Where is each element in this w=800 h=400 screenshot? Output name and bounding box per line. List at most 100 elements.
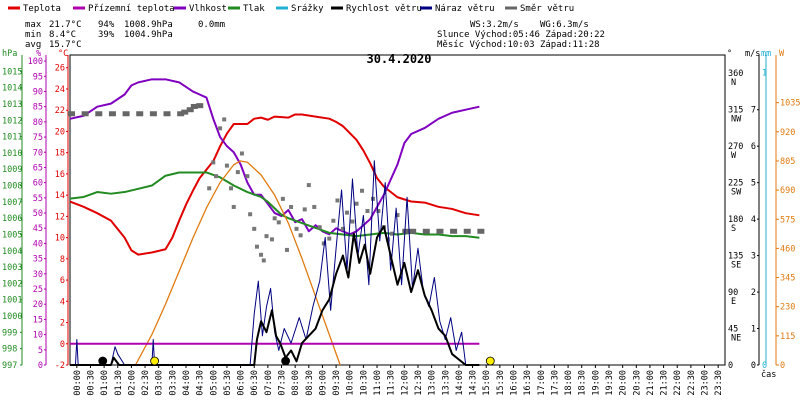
direction-compass-label: SW	[731, 188, 742, 198]
direction-point	[340, 226, 345, 231]
humidity-tick-label: 95	[33, 72, 43, 82]
x-tick-label: 07:30	[278, 370, 288, 396]
temp-tick-label: 10	[55, 234, 65, 244]
direction-segment	[409, 228, 417, 234]
sun-moon-marker	[150, 356, 160, 366]
radiation-tick-label: 1035	[780, 99, 800, 109]
radiation-tick-label: 115	[780, 332, 795, 342]
hPa-tick-label: 1007	[2, 198, 22, 208]
direction-point	[239, 151, 244, 156]
hPa-tick-label: 1001	[2, 296, 22, 306]
direction-point	[276, 220, 281, 225]
direction-point	[360, 188, 365, 193]
direction-point	[298, 233, 303, 238]
humidity-tick-label: 85	[33, 103, 43, 113]
x-tick-label: 10:00	[346, 370, 356, 396]
temp-tick-label: 16	[55, 170, 65, 180]
temp-tick-label: 0	[60, 340, 65, 350]
x-tick-label: 18:30	[578, 370, 588, 396]
temp-tick-label: 26	[55, 64, 65, 74]
series-vlhkost-line	[69, 78, 480, 236]
temp-tick-label: 8	[60, 255, 65, 265]
direction-tick-label: 90	[728, 288, 738, 298]
humidity-tick-label: 10	[33, 331, 43, 341]
hPa-tick-label: 1012	[2, 116, 22, 126]
stats-max-temp: 21.7°C	[49, 20, 82, 30]
hPa-tick-label: 1010	[2, 149, 22, 159]
direction-compass-label: W	[731, 151, 737, 161]
legend-label: Teplota	[23, 4, 61, 14]
series-teplota-line	[69, 113, 480, 256]
hPa-tick-label: 1002	[2, 279, 22, 289]
direction-tick-label: 135	[728, 252, 743, 262]
humidity-tick-label: 60	[33, 179, 43, 189]
temp-tick-label: 20	[55, 127, 65, 137]
radiation-tick-label: 460	[780, 244, 795, 254]
stats-avg-temp: 15.7°C	[49, 40, 82, 50]
x-axis: 00:00 00:30 01:00 01:30 02:00 02:30 03:00 03:30…	[73, 365, 776, 396]
temp-tick-label: 14	[55, 191, 65, 201]
temp-tick-label: 24	[55, 85, 65, 95]
x-tick-label: 21:00	[646, 370, 656, 396]
direction-point	[211, 160, 216, 165]
x-tick-label: 11:30	[387, 370, 397, 396]
x-tick-label: 14:00	[455, 370, 465, 396]
wind-tick-label: 6	[751, 142, 756, 152]
legend-label: Přízemní teplota	[88, 4, 175, 14]
direction-point	[252, 226, 257, 231]
direction-point	[354, 201, 359, 206]
x-tick-label: 07:00	[264, 370, 274, 396]
x-tick-label: 20:30	[632, 370, 642, 396]
direction-point	[376, 209, 381, 214]
hPa-tick-label: 1009	[2, 165, 22, 175]
rain-tick-label: 0	[762, 361, 767, 371]
x-tick-label: 16:30	[523, 370, 533, 396]
x-tick-label: 04:30	[196, 370, 206, 396]
direction-point	[302, 207, 307, 212]
stats-max-pressure: 1008.9hPa	[124, 20, 173, 30]
direction-segment	[149, 111, 157, 117]
direction-point	[235, 170, 240, 175]
x-tick-label: 00:00	[73, 370, 83, 396]
stats-max-humidity: 94%	[98, 20, 115, 30]
humidity-tick-label: 0	[38, 361, 43, 371]
direction-compass-label: N	[731, 78, 736, 88]
radiation-tick-label: 805	[780, 157, 795, 167]
x-tick-label: 05:30	[223, 370, 233, 396]
hPa-tick-label: 1013	[2, 100, 22, 110]
direction-segment	[95, 111, 103, 117]
humidity-axis-label: %	[36, 49, 41, 59]
stats-block: max 21.7°C 94% 1008.9hPa 0.0mm min 8.4°C…	[25, 20, 225, 50]
hPa-tick-label: 1005	[2, 230, 22, 240]
direction-compass-label: E	[731, 297, 736, 307]
humidity-tick-label: 25	[33, 285, 43, 295]
humidity-tick-label: 65	[33, 163, 43, 173]
wind-tick-label: 1	[751, 325, 756, 335]
direction-point	[327, 236, 332, 241]
x-tick-label: 08:00	[291, 370, 301, 396]
x-tick-label: 22:30	[687, 370, 697, 396]
x-tick-label: 01:30	[114, 370, 124, 396]
direction-point	[385, 237, 390, 242]
direction-tick-label: 315	[728, 106, 743, 116]
legend-label: Srážky	[291, 4, 324, 14]
radiation-tick-label: 345	[780, 274, 795, 284]
wind-tick-label: 7	[751, 106, 756, 116]
direction-point	[306, 183, 311, 188]
direction-point	[248, 212, 253, 217]
direction-point	[231, 204, 236, 209]
wind-tick-label: 2	[751, 288, 756, 298]
wind-speed-line	[70, 225, 480, 366]
plot-frame	[69, 54, 726, 366]
direction-segment	[186, 107, 194, 113]
direction-segment	[68, 111, 75, 117]
temp-tick-label: -2	[55, 361, 65, 371]
left-axes: hPa9979989991000100110021003100410051006…	[2, 49, 69, 371]
rain-axis-label: mm	[761, 49, 771, 59]
moon-times: Měsíc Východ:10:03 Západ:11:28	[437, 40, 600, 50]
x-tick-label: 13:30	[441, 370, 451, 396]
radiation-axis-label: W	[779, 49, 785, 59]
hPa-tick-label: 1008	[2, 182, 22, 192]
temp-tick-label: 18	[55, 149, 65, 159]
x-tick-label: 00:30	[86, 370, 96, 396]
